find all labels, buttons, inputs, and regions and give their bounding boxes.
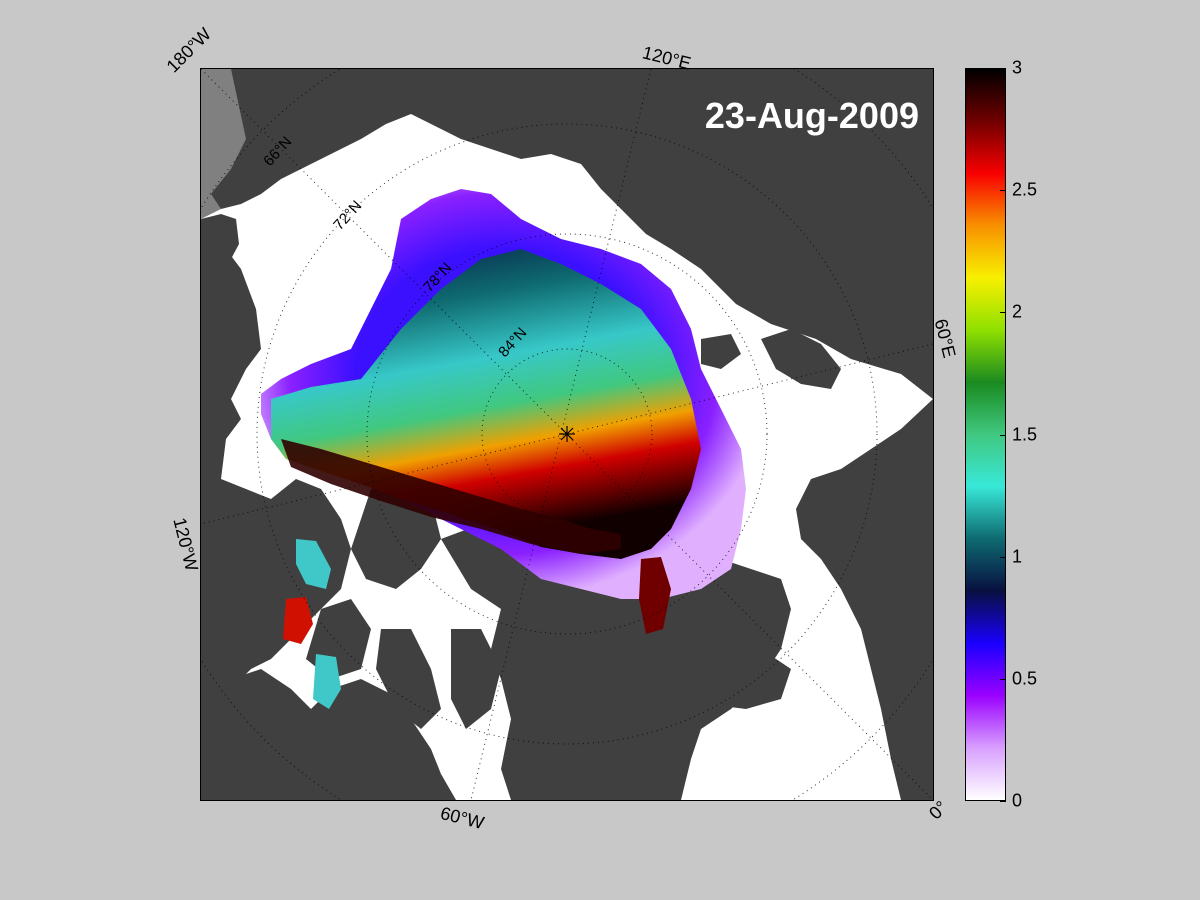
sea-ice-thickest [281, 439, 621, 554]
colorbar-tick-mark [1000, 678, 1006, 680]
date-label: 23-Aug-2009 [704, 95, 919, 136]
channel-ice-b [283, 597, 313, 644]
colorbar-tick-label: 3 [1012, 57, 1023, 78]
iceland-landmass [681, 649, 791, 709]
archipelago-island-d [376, 629, 441, 729]
colorbar-tick-label: 1 [1012, 546, 1023, 567]
arctic-map [201, 69, 933, 800]
lon-label-120w: 120°W [169, 515, 202, 574]
colorbar-tick-label: 2.5 [1012, 179, 1038, 200]
channel-ice-a [296, 539, 331, 589]
meridian-60e-120w [201, 343, 933, 525]
parallel-72n [256, 123, 878, 745]
lon-label-0: 0° [925, 796, 952, 824]
channel-ice-c [313, 654, 341, 709]
graticule [201, 69, 933, 800]
greenland-landmass [491, 549, 791, 800]
colorbar-tick-mark [1000, 68, 1006, 69]
scandinavia-landmass [796, 399, 933, 800]
archipelago-island-e [451, 629, 501, 729]
map-panel: 23-Aug-2009 66°N 72°N 78°N 84°N [200, 68, 934, 801]
canada-lower-landmass [201, 669, 456, 800]
colorbar-tick-label: 0 [1012, 790, 1023, 811]
colorbar-tick-mark [1000, 312, 1006, 314]
colorbar-tick-label: 0.5 [1012, 668, 1038, 689]
colorbar-tick-label: 1.5 [1012, 424, 1038, 444]
meridian-120e-60w [470, 69, 652, 800]
lon-label-60e: 60°E [930, 316, 960, 360]
channel-ice-d [639, 557, 671, 634]
eurasia-landmass [211, 69, 933, 399]
parallel-84n [481, 348, 653, 520]
colorbar-tick-label: 2 [1012, 301, 1023, 322]
colorbar-tick-mark [1000, 190, 1006, 192]
parallel-78n [366, 233, 768, 635]
colorbar-tick-mark [1000, 801, 1006, 802]
franz-josef-land [701, 334, 741, 369]
svalbard-landmass [761, 329, 841, 389]
colorbar-tick-mark [1000, 434, 1006, 436]
lon-label-60w: 60°W [438, 802, 487, 834]
colorbar-tick-mark [1000, 556, 1006, 558]
north-pole-marker [559, 426, 575, 442]
